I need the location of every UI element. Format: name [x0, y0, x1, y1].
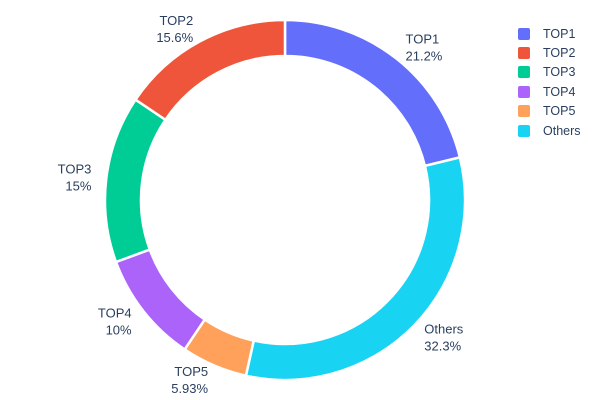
legend-swatch-top1	[518, 27, 530, 40]
slice-label-percent-top4: 10%	[106, 322, 132, 337]
legend-label-top2: TOP2	[543, 46, 576, 61]
legend-swatch-top2	[518, 47, 530, 60]
slice-label-percent-top5: 5.93%	[171, 381, 208, 396]
legend-label-others: Others	[543, 123, 581, 138]
slice-label-name-top3: TOP3	[58, 162, 92, 177]
slice-label-percent-top2: 15.6%	[156, 30, 193, 45]
legend: TOP1 TOP2 TOP3 TOP4 TOP5 Others	[518, 24, 581, 140]
legend-item-top3[interactable]: TOP3	[518, 63, 581, 82]
legend-item-top2[interactable]: TOP2	[518, 43, 581, 62]
legend-label-top4: TOP4	[543, 84, 576, 99]
legend-label-top3: TOP3	[543, 65, 576, 80]
legend-label-top5: TOP5	[543, 104, 576, 119]
slice-label-name-others: Others	[424, 322, 464, 337]
legend-item-top1[interactable]: TOP1	[518, 24, 581, 43]
slice-label-percent-others: 32.3%	[424, 339, 461, 354]
pie-slice-top2[interactable]	[133, 18, 287, 122]
legend-swatch-top3	[518, 66, 530, 79]
legend-swatch-others	[518, 124, 530, 137]
legend-item-others[interactable]: Others	[518, 121, 581, 140]
slice-label-name-top4: TOP4	[98, 305, 132, 320]
slice-label-percent-top3: 15%	[65, 179, 91, 194]
slice-label-name-top5: TOP5	[174, 364, 208, 379]
slice-label-name-top1: TOP1	[406, 32, 440, 47]
legend-item-top4[interactable]: TOP4	[518, 82, 581, 101]
legend-swatch-top4	[518, 85, 530, 98]
legend-label-top1: TOP1	[543, 26, 576, 41]
pie-slice-top3[interactable]	[103, 97, 168, 264]
legend-swatch-top5	[518, 105, 530, 118]
slice-label-percent-top1: 21.2%	[406, 49, 443, 64]
slice-label-name-top2: TOP2	[159, 13, 193, 28]
legend-item-top5[interactable]: TOP5	[518, 102, 581, 121]
